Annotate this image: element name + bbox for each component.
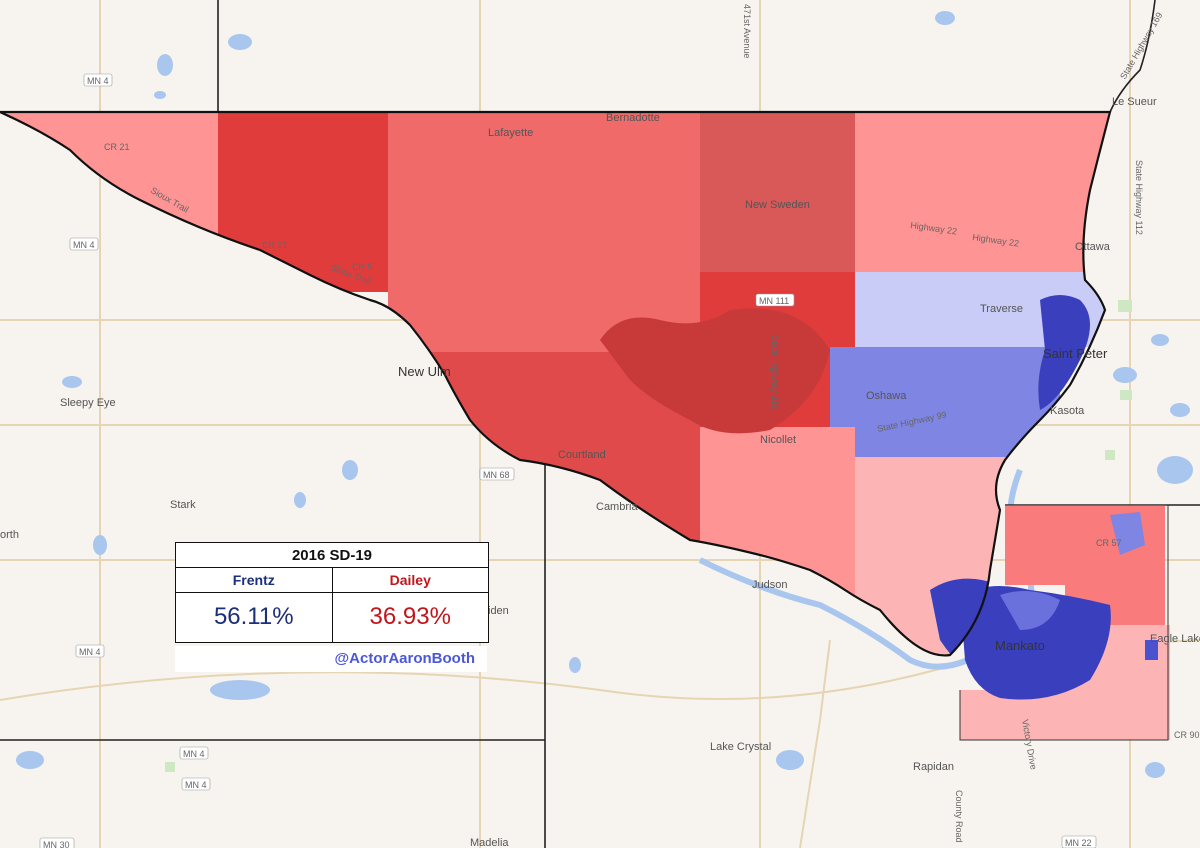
town-kasota: Kasota [1050, 405, 1085, 417]
town-new-ulm: New Ulm [398, 364, 451, 379]
place-labels: New Ulm Saint Peter Mankato Sleepy Eye L… [0, 96, 1200, 848]
author-credit-text: @ActorAaronBooth [334, 650, 475, 667]
town-ottawa: Ottawa [1075, 241, 1111, 253]
road-mn22: MN 22 [1065, 838, 1092, 848]
parks [165, 300, 1132, 772]
road-mn4-e: MN 4 [185, 780, 207, 790]
town-saint-peter: Saint Peter [1043, 346, 1108, 361]
town-nicollet: Nicollet [760, 434, 796, 446]
candidate-percent-row: 56.11% 36.93% [176, 593, 488, 642]
road-mn4-c: MN 4 [79, 647, 101, 657]
town-traverse: Traverse [980, 303, 1023, 315]
candidate-name-frentz: Frentz [176, 568, 332, 593]
town-oshawa: Oshawa [866, 390, 907, 402]
road-state-highway-111: State Highway 111 [770, 335, 780, 409]
road-cr21-a: CR 21 [104, 142, 130, 152]
district-boundary [0, 110, 1112, 657]
mankato-precincts [960, 505, 1170, 740]
candidate-names-row: Frentz Dailey [176, 568, 488, 593]
town-sleepy-eye: Sleepy Eye [60, 397, 116, 409]
town-bernadotte: Bernadotte [606, 112, 660, 124]
road-county-road: County Road [954, 790, 964, 843]
town-iden: iden [488, 605, 509, 617]
town-stark: Stark [170, 499, 196, 511]
mankato-boundary [959, 504, 1169, 741]
town-cambria: Cambria [596, 501, 638, 513]
candidate-name-dailey: Dailey [331, 568, 488, 593]
road-mn4-a: MN 4 [87, 76, 109, 86]
road-mn4-b: MN 4 [73, 240, 95, 250]
author-credit: @ActorAaronBooth [175, 646, 487, 672]
town-le-sueur: Le Sueur [1112, 96, 1157, 108]
road-mn4-d: MN 4 [183, 749, 205, 759]
road-cr90: CR 90 [1174, 730, 1200, 740]
results-title: 2016 SD-19 [176, 543, 488, 568]
town-lafayette: Lafayette [488, 127, 533, 139]
road-cr5: CR 5 [352, 262, 373, 272]
results-table: 2016 SD-19 Frentz Dailey 56.11% 36.93% [175, 542, 489, 643]
road-state-highway-112: State Highway 112 [1134, 160, 1144, 235]
road-471st-avenue: 471st Avenue [742, 4, 752, 58]
road-mn30: MN 30 [43, 840, 70, 848]
town-new-sweden: New Sweden [745, 199, 810, 211]
town-courtland: Courtland [558, 449, 606, 461]
town-lake-crystal: Lake Crystal [710, 741, 771, 753]
town-eagle-lake: Eagle Lake [1150, 633, 1200, 645]
road-cr21-b: CR 21 [262, 240, 288, 250]
town-mankato: Mankato [995, 638, 1045, 653]
town-judson: Judson [752, 579, 787, 591]
road-cr57: CR 57 [1096, 538, 1122, 548]
town-madelia: Madelia [470, 837, 509, 848]
town-north: orth [0, 529, 19, 541]
town-rapidan: Rapidan [913, 761, 954, 773]
road-mn111: MN 111 [759, 296, 789, 306]
road-mn68: MN 68 [483, 470, 510, 480]
candidate-percent-frentz: 56.11% [213, 603, 294, 630]
candidate-percent-dailey: 36.93% [331, 593, 489, 642]
